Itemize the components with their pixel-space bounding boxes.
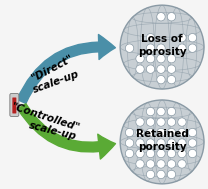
Circle shape bbox=[146, 44, 155, 52]
Circle shape bbox=[146, 65, 155, 73]
Circle shape bbox=[178, 44, 186, 52]
Text: porosity: porosity bbox=[138, 142, 186, 152]
Circle shape bbox=[167, 149, 176, 158]
Circle shape bbox=[167, 118, 176, 126]
Circle shape bbox=[167, 160, 176, 168]
Circle shape bbox=[167, 128, 176, 137]
Circle shape bbox=[167, 170, 176, 179]
Circle shape bbox=[188, 139, 197, 147]
Circle shape bbox=[157, 75, 165, 84]
Circle shape bbox=[120, 5, 204, 89]
Circle shape bbox=[188, 128, 197, 137]
Circle shape bbox=[146, 118, 155, 126]
Circle shape bbox=[120, 100, 204, 184]
Circle shape bbox=[157, 170, 165, 179]
FancyArrowPatch shape bbox=[18, 104, 115, 159]
Circle shape bbox=[125, 139, 134, 147]
Circle shape bbox=[178, 33, 186, 42]
Circle shape bbox=[178, 118, 186, 126]
Circle shape bbox=[167, 54, 176, 63]
Circle shape bbox=[136, 54, 144, 63]
Circle shape bbox=[136, 128, 144, 137]
Circle shape bbox=[157, 128, 165, 137]
Circle shape bbox=[167, 107, 176, 116]
Circle shape bbox=[157, 149, 165, 158]
Text: scale-up: scale-up bbox=[27, 120, 77, 142]
Circle shape bbox=[167, 65, 176, 73]
Text: Retained: Retained bbox=[136, 129, 188, 139]
Circle shape bbox=[178, 128, 186, 137]
Text: porosity: porosity bbox=[138, 47, 186, 57]
Circle shape bbox=[136, 118, 144, 126]
Circle shape bbox=[157, 44, 165, 52]
Circle shape bbox=[146, 107, 155, 116]
Circle shape bbox=[125, 149, 134, 158]
Circle shape bbox=[157, 65, 165, 73]
Circle shape bbox=[136, 160, 144, 168]
Circle shape bbox=[146, 160, 155, 168]
Circle shape bbox=[188, 33, 197, 42]
Circle shape bbox=[167, 139, 176, 147]
Circle shape bbox=[188, 149, 197, 158]
Text: "Controlled": "Controlled" bbox=[10, 101, 81, 133]
Circle shape bbox=[157, 107, 165, 116]
FancyArrowPatch shape bbox=[17, 34, 115, 103]
Circle shape bbox=[136, 149, 144, 158]
Circle shape bbox=[146, 139, 155, 147]
Circle shape bbox=[167, 75, 176, 84]
Circle shape bbox=[125, 128, 134, 137]
Circle shape bbox=[136, 65, 144, 73]
Circle shape bbox=[157, 54, 165, 63]
Circle shape bbox=[146, 33, 155, 42]
Circle shape bbox=[167, 12, 176, 21]
Circle shape bbox=[157, 160, 165, 168]
FancyBboxPatch shape bbox=[10, 94, 19, 116]
Circle shape bbox=[146, 170, 155, 179]
Circle shape bbox=[146, 128, 155, 137]
Circle shape bbox=[146, 149, 155, 158]
Text: "Direct": "Direct" bbox=[30, 53, 75, 83]
Circle shape bbox=[178, 160, 186, 168]
Circle shape bbox=[125, 44, 134, 52]
Circle shape bbox=[146, 54, 155, 63]
Circle shape bbox=[136, 139, 144, 147]
FancyBboxPatch shape bbox=[12, 98, 16, 113]
Circle shape bbox=[178, 139, 186, 147]
Text: Loss of: Loss of bbox=[141, 34, 183, 44]
Circle shape bbox=[157, 118, 165, 126]
Circle shape bbox=[188, 44, 197, 52]
Text: scale-up: scale-up bbox=[32, 69, 81, 95]
Circle shape bbox=[157, 12, 165, 21]
Circle shape bbox=[157, 139, 165, 147]
Circle shape bbox=[178, 149, 186, 158]
